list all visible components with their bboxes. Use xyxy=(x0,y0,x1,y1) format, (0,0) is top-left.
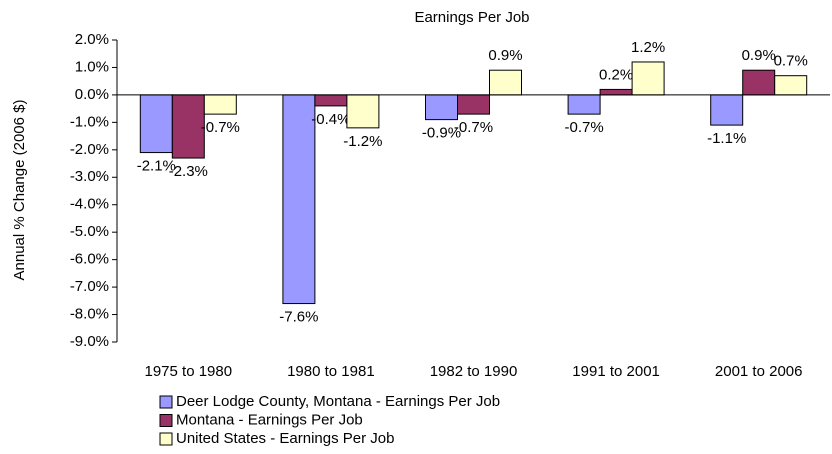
data-label: -7.6% xyxy=(279,309,318,326)
y-tick-label: -3.0% xyxy=(70,168,109,185)
y-tick-label: -9.0% xyxy=(70,333,109,350)
data-label: 0.7% xyxy=(774,53,808,70)
y-tick-label: -1.0% xyxy=(70,113,109,130)
data-label: -0.7% xyxy=(454,119,493,136)
bar xyxy=(567,94,601,115)
legend-swatch xyxy=(159,432,173,446)
data-label: -0.9% xyxy=(422,125,461,142)
legend-label: United States - Earnings Per Job xyxy=(176,430,394,447)
y-tick-label: -5.0% xyxy=(70,223,109,240)
data-label: 0.2% xyxy=(599,66,633,83)
legend-label: Deer Lodge County, Montana - Earnings Pe… xyxy=(176,393,500,410)
data-label: -2.1% xyxy=(137,158,176,175)
y-tick-label: -6.0% xyxy=(70,251,109,268)
y-tick-label: -4.0% xyxy=(70,196,109,213)
bar xyxy=(282,94,316,305)
y-tick-label: 0.0% xyxy=(75,86,109,103)
data-label: -0.7% xyxy=(565,119,604,136)
data-label: -1.2% xyxy=(343,133,382,150)
x-tick-label: 1991 to 2001 xyxy=(572,363,660,380)
bar xyxy=(171,94,205,159)
bar xyxy=(203,94,237,115)
y-axis-label: Annual % Change (2006 $) xyxy=(11,100,28,281)
data-label: 1.2% xyxy=(631,39,665,56)
bar xyxy=(631,61,665,96)
data-label: -2.3% xyxy=(169,163,208,180)
x-tick-label: 1982 to 1990 xyxy=(430,363,518,380)
bar xyxy=(489,69,522,96)
bar xyxy=(599,88,633,96)
bar xyxy=(457,94,490,115)
data-label: -0.4% xyxy=(311,111,350,128)
y-tick-label: 1.0% xyxy=(75,58,109,75)
bar xyxy=(774,75,808,96)
x-tick-label: 2001 to 2006 xyxy=(715,363,803,380)
y-tick-label: -7.0% xyxy=(70,278,109,295)
legend-swatch xyxy=(159,414,173,427)
chart-title: Earnings Per Job xyxy=(414,9,529,26)
legend-swatch xyxy=(159,395,173,409)
bar xyxy=(425,94,458,121)
data-label: -1.1% xyxy=(707,130,746,147)
data-label: 0.9% xyxy=(742,47,776,64)
y-tick-label: 2.0% xyxy=(75,31,109,48)
bar xyxy=(742,69,776,96)
data-label: -0.7% xyxy=(201,119,240,136)
bar xyxy=(139,94,173,154)
x-tick-label: 1975 to 1980 xyxy=(145,363,233,380)
y-tick-label: -2.0% xyxy=(70,141,109,158)
y-tick-label: -8.0% xyxy=(70,306,109,323)
bar xyxy=(314,94,348,107)
legend-label: Montana - Earnings Per Job xyxy=(176,411,363,428)
bar xyxy=(346,94,380,129)
x-tick-label: 1980 to 1981 xyxy=(287,363,375,380)
data-label: 0.9% xyxy=(488,47,522,64)
bar xyxy=(710,94,744,126)
